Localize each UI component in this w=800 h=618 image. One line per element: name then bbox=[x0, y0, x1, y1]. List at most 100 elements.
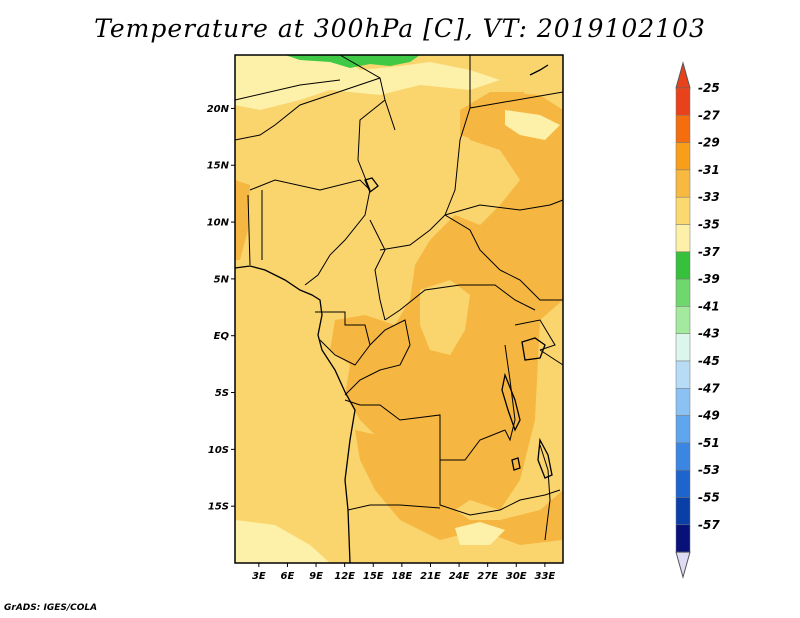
colorbar-swatch bbox=[675, 442, 691, 471]
colorbar-label: -35 bbox=[698, 218, 720, 232]
border-drc-east bbox=[504, 344, 516, 442]
lake-victoria bbox=[521, 337, 546, 361]
lon-tick-label: 21E bbox=[420, 571, 441, 582]
border-kenya-tanzania bbox=[539, 349, 564, 366]
border-benin-togo bbox=[247, 194, 251, 266]
warm-patch-north bbox=[460, 92, 525, 140]
cool-patch-congo bbox=[420, 280, 470, 355]
border-cameroon-car bbox=[369, 219, 386, 321]
border-drc-angola bbox=[344, 399, 506, 461]
lon-tick-label: 15E bbox=[363, 571, 384, 582]
colorbar: -25 -27 -29 -31 -33 -35 -37 -39 -41 -43 -45 -47 -49 -… bbox=[675, 61, 720, 579]
lon-tick-label: 33E bbox=[535, 571, 556, 582]
lake-tanganyika bbox=[501, 372, 521, 432]
lat-tick-label: 5N bbox=[214, 274, 230, 285]
border-zambia-zimbabwe bbox=[499, 489, 561, 511]
lon-tick-label: 3E bbox=[252, 571, 266, 582]
colorbar-top-arrow bbox=[675, 61, 691, 89]
colorbar-label: -31 bbox=[698, 163, 720, 177]
lake-mweru bbox=[511, 457, 521, 471]
colorbar-swatch bbox=[675, 169, 691, 198]
lat-tick-label: 15N bbox=[207, 161, 230, 172]
lake-malawi bbox=[537, 437, 553, 479]
colorbar-label: -41 bbox=[698, 299, 720, 313]
lon-tick-label: 24E bbox=[449, 571, 470, 582]
lat-tick-label: 10N bbox=[207, 218, 230, 229]
colorbar-label: -53 bbox=[698, 463, 720, 477]
border-nigeria-north bbox=[249, 179, 371, 191]
colorbar-label: -55 bbox=[698, 491, 720, 505]
colorbar-label: -47 bbox=[698, 381, 720, 395]
cool-patch-south bbox=[455, 522, 505, 545]
border-congo-drc bbox=[344, 319, 411, 396]
colorbar-label: -49 bbox=[698, 409, 720, 423]
colorbar-swatch bbox=[675, 415, 691, 444]
border-chad-sudan bbox=[444, 107, 471, 216]
colorbar-label: -51 bbox=[698, 436, 720, 450]
lon-tick-label: 9E bbox=[309, 571, 323, 582]
border-car-drc bbox=[384, 284, 536, 321]
lon-tick-label: 12E bbox=[334, 571, 355, 582]
colorbar-swatch bbox=[675, 224, 691, 253]
lat-tick-label: 20N bbox=[207, 104, 230, 115]
colorbar-swatch bbox=[675, 306, 691, 334]
colorbar-swatch bbox=[675, 524, 691, 553]
colorbar-swatch bbox=[675, 469, 691, 498]
colorbar-swatch bbox=[675, 142, 691, 171]
warm-region-west-coast bbox=[235, 180, 250, 260]
border-libya-north bbox=[339, 54, 396, 131]
colorbar-swatch bbox=[675, 360, 691, 389]
border-southsudan-east bbox=[499, 269, 563, 301]
border-malawi-mozambique bbox=[539, 444, 551, 541]
colorbar-label: -43 bbox=[698, 327, 720, 341]
border-angola-namibia bbox=[347, 504, 441, 511]
colorbar-swatch bbox=[675, 251, 691, 280]
map-frame bbox=[234, 54, 564, 564]
colorbar-label: -45 bbox=[698, 354, 720, 368]
coastlines-and-lakes bbox=[234, 64, 553, 564]
colorbar-swatch bbox=[675, 115, 691, 143]
colorbar-label: -33 bbox=[698, 190, 720, 204]
map-axes: 3E 6E 9E 12E 15E 18E 21E 24E 27E 30E 33E 20N 15N 10N 5… bbox=[207, 104, 556, 582]
coastline-gulf-of-guinea bbox=[234, 265, 356, 564]
border-gabon-congo bbox=[315, 311, 371, 366]
cool-patch-northeast bbox=[505, 110, 560, 140]
colorbar-label: -25 bbox=[698, 81, 720, 95]
green-patch-north-edge bbox=[285, 55, 420, 68]
grads-credit: GrADS: IGES/COLA bbox=[4, 603, 98, 613]
border-angola-zambia bbox=[439, 460, 501, 516]
border-niger-chad bbox=[357, 99, 386, 191]
colorbar-label: -39 bbox=[698, 272, 720, 286]
colorbar-swatch bbox=[675, 388, 691, 416]
border-sudan-southsudan bbox=[444, 199, 564, 216]
colorbar-label: -57 bbox=[698, 518, 720, 532]
lake-chad bbox=[364, 177, 379, 194]
colorbar-label: -27 bbox=[698, 108, 720, 122]
lon-tick-label: 6E bbox=[281, 571, 295, 582]
border-algeria-niger bbox=[234, 79, 341, 101]
border-mali-niger bbox=[234, 77, 381, 141]
colorbar-swatch bbox=[675, 497, 691, 526]
colorbar-label: -37 bbox=[698, 245, 720, 259]
warm-region-southwest bbox=[355, 430, 563, 545]
lon-tick-label: 18E bbox=[391, 571, 412, 582]
lat-tick-label: 15S bbox=[208, 502, 229, 513]
colorbar-label: -29 bbox=[698, 136, 720, 150]
lat-tick-label: EQ bbox=[214, 331, 230, 342]
colorbar-swatch bbox=[675, 87, 691, 116]
lon-tick-label: 30E bbox=[506, 571, 527, 582]
country-borders bbox=[234, 54, 564, 541]
border-uganda bbox=[514, 319, 556, 351]
cool-patch-southwest bbox=[235, 520, 330, 563]
lon-tick-label: 27E bbox=[477, 571, 498, 582]
lat-tick-label: 10S bbox=[208, 445, 229, 456]
map-panel bbox=[234, 54, 564, 564]
colorbar-swatch bbox=[675, 196, 691, 225]
lat-tick-label: 5S bbox=[215, 388, 229, 399]
chart-title: Temperature at 300hPa [C], VT: 201910210… bbox=[94, 14, 706, 43]
nile-coast-northeast bbox=[529, 64, 549, 76]
colorbar-bottom-arrow bbox=[675, 551, 691, 579]
colorbar-swatch bbox=[675, 333, 691, 362]
colorbar-swatch bbox=[675, 278, 691, 307]
